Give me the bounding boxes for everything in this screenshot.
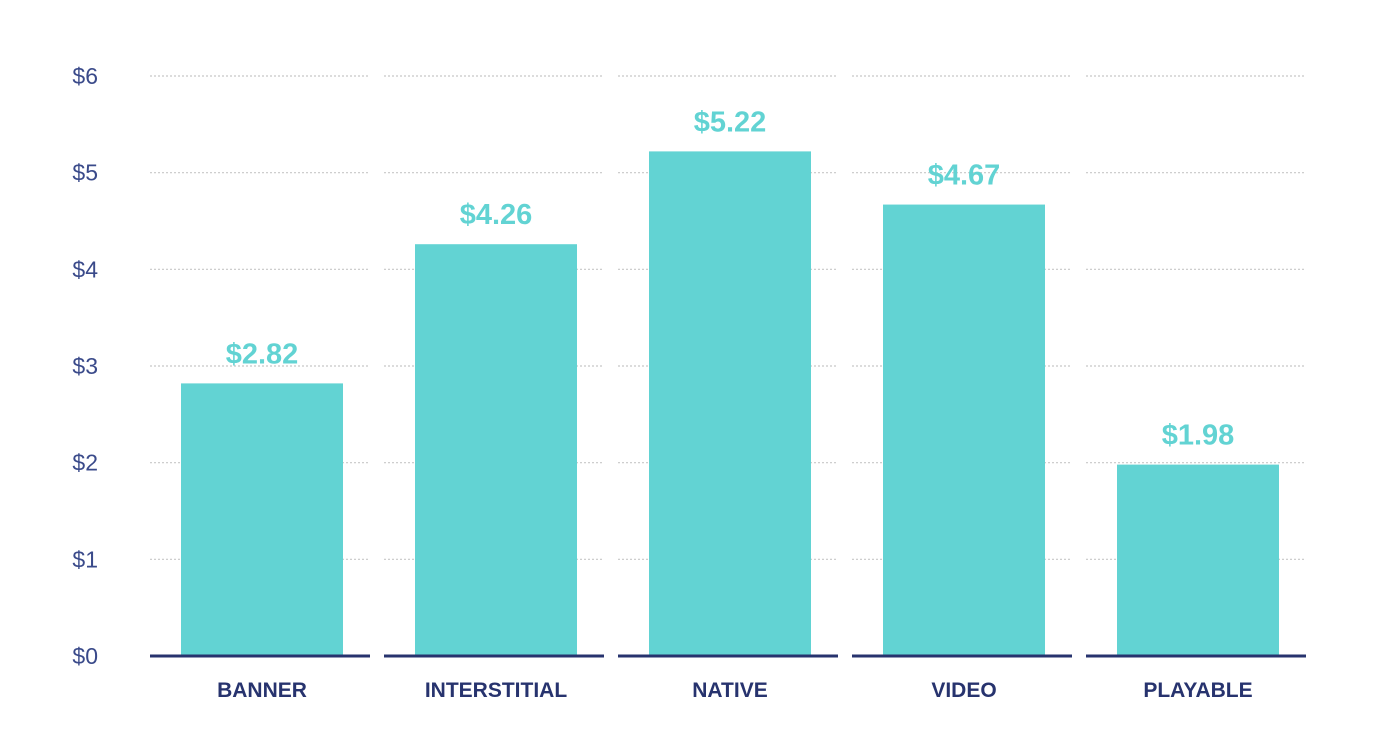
data-label: $4.67 [928,160,1001,192]
data-label: $1.98 [1162,420,1235,452]
x-tick-label: INTERSTITIAL [425,679,567,702]
data-label: $2.82 [226,338,299,370]
bar [181,383,343,656]
bar [649,151,811,656]
y-tick-label: $6 [72,63,98,89]
data-labels: $2.82 $4.26 $5.22 $4.67 $1.98 [226,106,1235,451]
y-tick-label: $1 [72,546,98,572]
data-label: $4.26 [460,199,533,231]
y-tick-label: $0 [72,643,98,669]
bars [181,151,1279,657]
y-tick-label: $5 [72,160,98,186]
x-tick-label: VIDEO [931,679,996,702]
x-tick-label: PLAYABLE [1143,679,1252,702]
bar [415,244,577,656]
x-tick-label: BANNER [217,679,307,702]
y-tick-label: $3 [72,353,98,379]
data-label: $5.22 [694,106,767,138]
y-axis-tick-labels: $0 $1 $2 $3 $4 $5 $6 [72,63,98,669]
y-tick-label: $2 [72,450,98,476]
y-tick-label: $4 [72,256,98,282]
bar [1117,464,1279,656]
bar [883,204,1045,657]
x-axis-tick-labels: BANNER INTERSTITIAL NATIVE VIDEO PLAYABLE [217,679,1253,702]
x-tick-label: NATIVE [692,679,767,702]
